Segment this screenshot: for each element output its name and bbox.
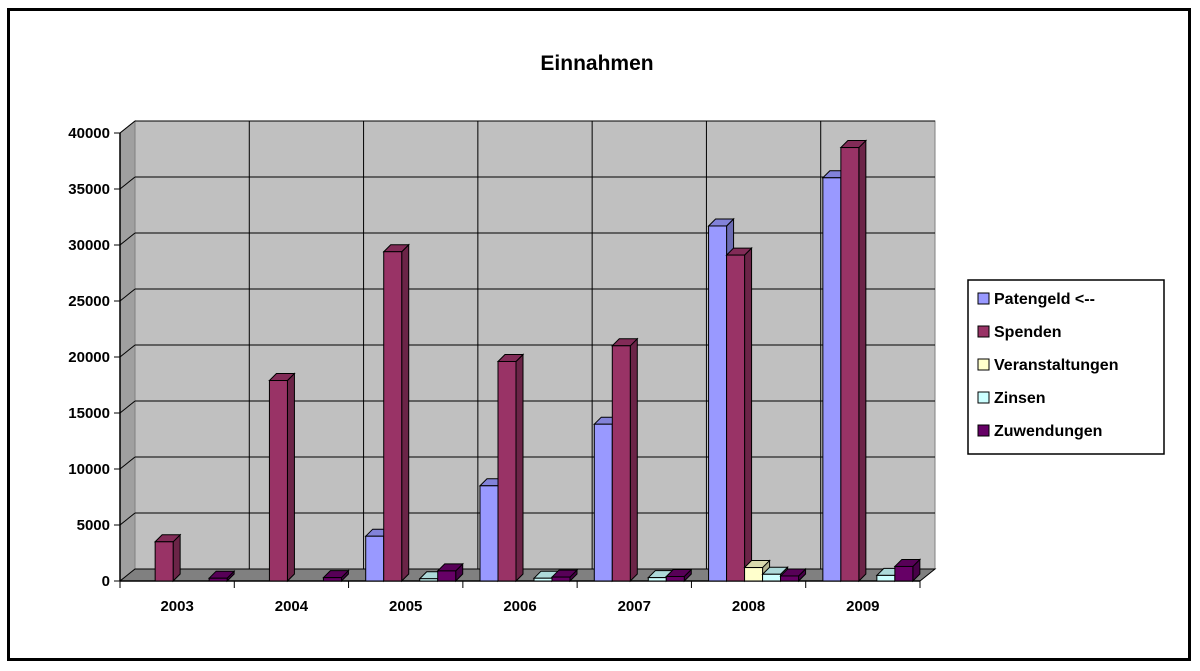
gridline-side xyxy=(119,456,136,470)
bar-side xyxy=(286,372,295,583)
bar xyxy=(437,570,457,582)
legend-swatch xyxy=(977,325,990,338)
bar xyxy=(708,225,728,582)
bar-side xyxy=(858,139,867,583)
legend-box xyxy=(967,279,1165,455)
y-tick-label: 40000 xyxy=(68,125,110,142)
x-tick-label: 2004 xyxy=(275,598,309,615)
legend-label: Zuwendungen xyxy=(994,423,1102,440)
gridline-side xyxy=(119,344,136,358)
legend-swatch xyxy=(977,391,990,404)
x-tick-label: 2006 xyxy=(503,598,536,615)
legend-label: Patengeld <-- xyxy=(994,291,1095,308)
floor xyxy=(118,568,937,582)
y-tick-label: 15000 xyxy=(68,405,110,422)
bar xyxy=(726,254,746,582)
x-tick-label: 2003 xyxy=(160,598,193,615)
bar xyxy=(762,573,782,582)
gridline-side xyxy=(119,232,136,246)
x-tick-label: 2007 xyxy=(618,598,651,615)
x-tick-label: 2009 xyxy=(846,598,879,615)
legend-label: Spenden xyxy=(994,324,1062,341)
bar xyxy=(822,177,842,582)
bar xyxy=(383,251,403,582)
bar xyxy=(208,577,228,582)
gridline-side xyxy=(119,512,136,526)
bar xyxy=(647,577,667,582)
y-tick-label: 25000 xyxy=(68,293,110,310)
bar xyxy=(497,360,517,582)
gridline-side xyxy=(119,176,136,190)
bar-side xyxy=(744,246,753,583)
y-tick-label: 10000 xyxy=(68,461,110,478)
chart-title: Einnahmen xyxy=(540,52,653,75)
bar-side xyxy=(401,243,410,583)
bar xyxy=(840,147,860,582)
bar xyxy=(154,541,174,582)
y-tick-label: 20000 xyxy=(68,349,110,366)
legend-label: Veranstaltungen xyxy=(994,357,1118,374)
bar-side xyxy=(515,353,524,583)
bar-side xyxy=(172,533,181,583)
bar xyxy=(611,345,631,582)
legend-swatch xyxy=(977,358,990,371)
legend-label: Zinsen xyxy=(994,390,1046,407)
bar xyxy=(780,575,800,582)
bar xyxy=(894,565,914,582)
y-tick-label: 0 xyxy=(102,573,110,590)
bar xyxy=(551,576,571,582)
y-tick-label: 5000 xyxy=(77,517,110,534)
bar xyxy=(876,574,896,582)
bar xyxy=(533,577,553,582)
gridline-side xyxy=(119,120,136,134)
x-tick-label: 2008 xyxy=(732,598,765,615)
bar xyxy=(365,535,385,582)
y-tick-label: 30000 xyxy=(68,237,110,254)
bar-side xyxy=(629,337,638,583)
bar xyxy=(322,577,342,582)
bar xyxy=(479,485,499,582)
bar xyxy=(419,578,439,582)
gridline-side xyxy=(119,400,136,414)
legend-swatch xyxy=(977,292,990,305)
x-tick-label: 2005 xyxy=(389,598,422,615)
bar xyxy=(665,576,685,582)
bar xyxy=(744,567,764,582)
bar xyxy=(593,423,613,582)
y-tick-label: 35000 xyxy=(68,181,110,198)
legend-swatch xyxy=(977,424,990,437)
bar xyxy=(268,380,288,582)
gridline-side xyxy=(119,288,136,302)
